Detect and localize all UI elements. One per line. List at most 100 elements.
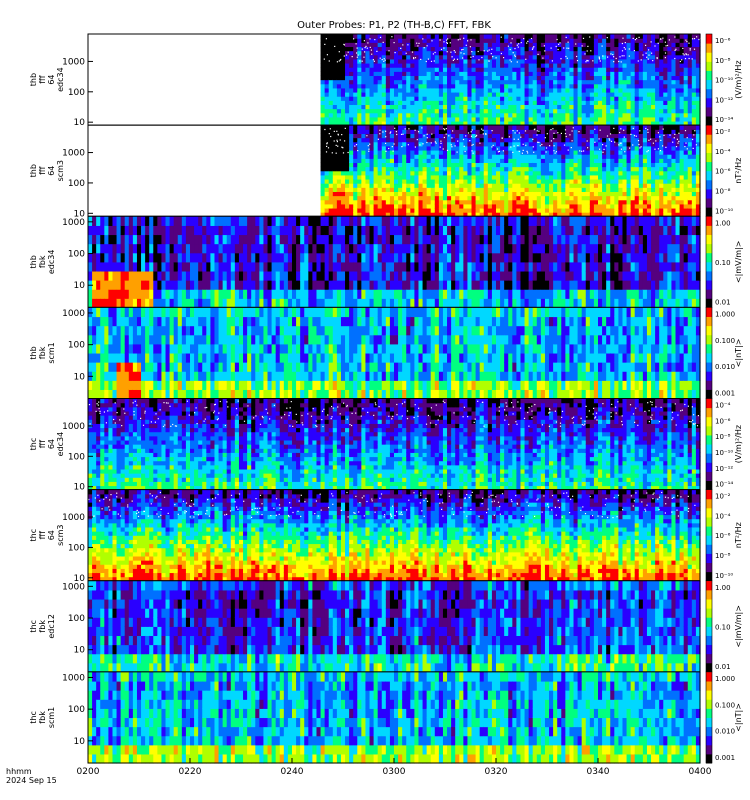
spectrogram-cell <box>561 149 566 155</box>
spectrogram-cell <box>463 125 469 130</box>
spectrogram-cell <box>589 83 595 89</box>
spectrogram-cell <box>553 166 558 172</box>
spectrogram-cell <box>581 38 587 43</box>
spectrogram-cell <box>675 195 681 201</box>
spectrogram-cell <box>459 166 464 172</box>
spectrogram-cell <box>434 112 440 118</box>
spectrogram-cell <box>430 71 436 77</box>
spectrogram-cell <box>695 149 701 155</box>
spectrogram-cell <box>479 203 485 209</box>
spectrogram-cell <box>536 91 542 97</box>
spectrogram-cell <box>532 199 538 205</box>
spectrogram-cell <box>328 71 334 77</box>
spectrogram-cell <box>598 187 603 192</box>
spectrogram-cell <box>585 87 591 93</box>
speckle-dot <box>361 48 363 50</box>
speckle-dot <box>461 49 463 51</box>
spectrogram-cell <box>185 261 191 272</box>
spectrogram-cell <box>88 252 93 263</box>
spectrogram-cell <box>467 199 473 205</box>
spectrogram-cell <box>336 96 342 101</box>
spectrogram-cell <box>336 191 342 197</box>
spectrogram-cell <box>365 120 371 126</box>
spectrogram-cell <box>406 158 411 163</box>
spectrogram-cell <box>467 75 473 81</box>
colorbar-segment <box>706 138 712 142</box>
spectrogram-cell <box>569 83 575 89</box>
speckle-dot <box>648 49 650 51</box>
spectrogram-cell <box>353 38 358 43</box>
spectrogram-cell <box>565 108 571 114</box>
spectrogram-cell <box>349 137 354 143</box>
spectrogram-cell <box>373 166 379 172</box>
spectrogram-cell <box>373 212 379 217</box>
spectrogram-cell <box>618 71 624 77</box>
speckle-dot <box>357 150 359 152</box>
spectrogram-cell <box>687 79 693 85</box>
spectrogram-cell <box>581 174 587 180</box>
spectrogram-cell <box>479 199 485 205</box>
spectrogram-cell <box>577 42 583 48</box>
spectrogram-cell <box>132 289 138 299</box>
spectrogram-cell <box>88 225 93 236</box>
spectrogram-cell <box>667 170 673 176</box>
spectrogram-cell <box>157 289 163 299</box>
spectrogram-cell <box>598 79 603 85</box>
spectrogram-cell <box>369 71 375 77</box>
spectrogram-cell <box>373 129 379 135</box>
spectrogram-cell <box>508 133 513 139</box>
speckle-dot <box>674 57 676 60</box>
spectrogram-cell <box>496 199 501 205</box>
spectrogram-cell <box>642 212 648 217</box>
spectrogram-cell <box>320 158 326 163</box>
spectrogram-cell <box>622 174 628 180</box>
spectrogram-cell <box>671 137 677 143</box>
spectrogram-cell <box>414 38 420 43</box>
speckle-dot <box>509 48 511 51</box>
spectrogram-cell <box>459 183 464 188</box>
spectrogram-cell <box>602 38 607 43</box>
spectrogram-cell <box>589 137 595 143</box>
spectrogram-cell <box>475 62 481 68</box>
speckle-dot <box>342 147 344 149</box>
spectrogram-cell <box>630 100 636 106</box>
speckle-dot <box>336 141 338 143</box>
speckle-dot <box>471 144 473 146</box>
spectrogram-cell <box>491 195 497 201</box>
speckle-dot <box>325 38 327 40</box>
spectrogram-cell <box>475 162 481 168</box>
spectrogram-cell <box>602 54 607 60</box>
speckle-dot <box>488 60 490 62</box>
speckle-dot <box>615 57 617 60</box>
spectrogram-cell <box>500 79 505 85</box>
spectrogram-cell <box>549 141 554 147</box>
speckle-dot <box>640 59 642 61</box>
spectrogram-cell <box>475 178 481 184</box>
spectrogram-cell <box>320 91 326 97</box>
spectrogram-cell <box>475 104 481 110</box>
spectrogram-cell <box>328 207 334 213</box>
spectrogram-cell <box>451 125 456 130</box>
spectrogram-cell <box>557 141 562 147</box>
spectrogram-cell <box>340 62 346 68</box>
speckle-dot <box>467 40 469 42</box>
spectrogram-cell <box>402 62 407 68</box>
spectrogram-cell <box>442 108 448 114</box>
spectrogram-cell <box>610 58 615 64</box>
spectrogram-cell <box>185 298 191 308</box>
spectrogram-cell <box>418 183 424 188</box>
spectrogram-cell <box>104 270 109 281</box>
spectrogram-cell <box>491 87 497 93</box>
spectrogram-cell <box>557 120 562 126</box>
spectrogram-cell <box>569 166 575 172</box>
spectrogram-cell <box>598 199 603 205</box>
spectrogram-cell <box>667 75 673 81</box>
spectrogram-cell <box>508 120 513 126</box>
spectrogram-cell <box>504 212 509 217</box>
spectrogram-cell <box>414 149 420 155</box>
spectrogram-cell <box>540 195 546 201</box>
spectrogram-cell <box>496 174 501 180</box>
spectrogram-cell <box>540 125 546 130</box>
spectrogram-cell <box>471 112 477 118</box>
spectrogram-cell <box>565 166 571 172</box>
